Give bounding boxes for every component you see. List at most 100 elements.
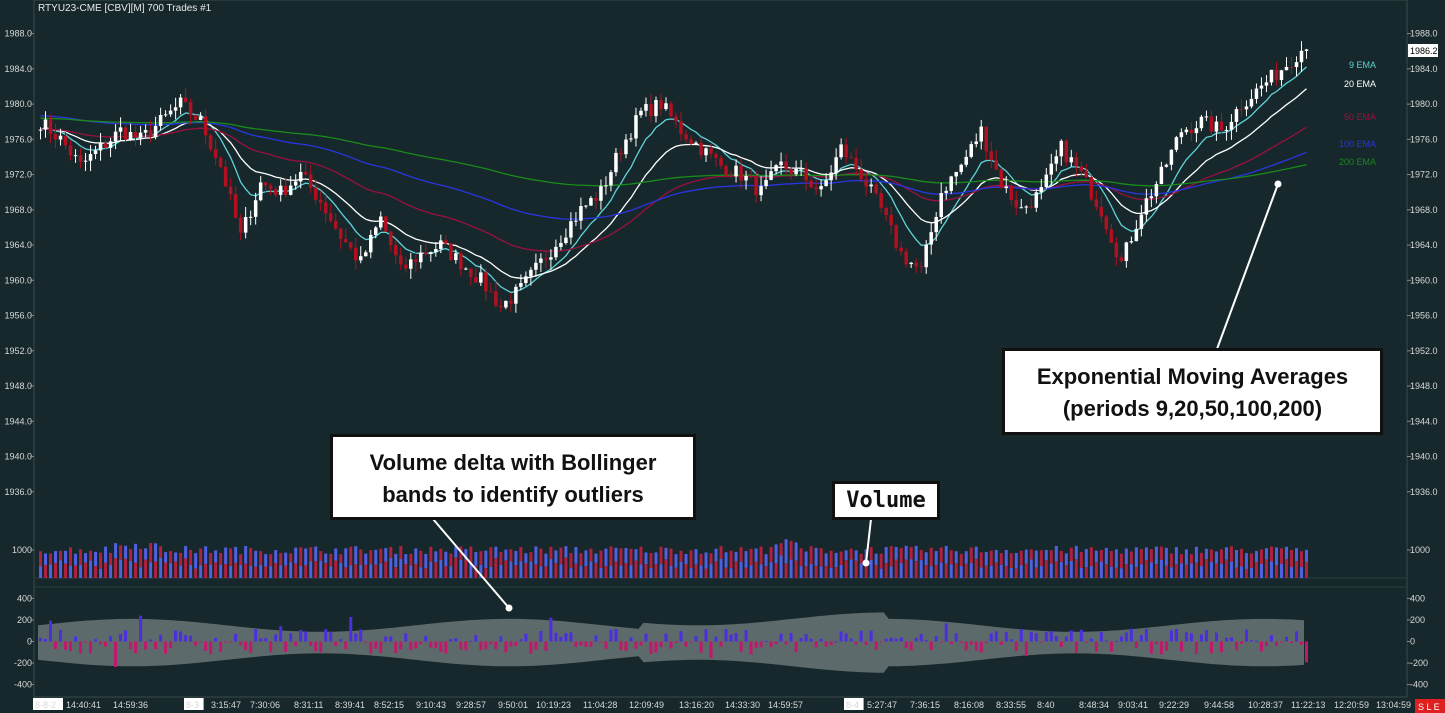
candle-body — [594, 198, 598, 201]
2-tick-right: 0 — [1410, 637, 1415, 647]
volume-bar — [809, 546, 813, 565]
delta-callout-text: Volume delta with Bollinger bands to ide… — [369, 450, 657, 507]
x-tick-label: 9:44:58 — [1204, 700, 1234, 710]
volume-bar — [859, 563, 863, 578]
volume-bar — [674, 554, 678, 568]
volume-bar — [954, 551, 958, 564]
volume-bar — [674, 567, 678, 578]
volume-bar — [829, 550, 833, 568]
volume-bar — [819, 548, 823, 567]
candle-body — [1079, 166, 1084, 172]
delta-bar — [1079, 629, 1083, 642]
volume-bar — [944, 545, 948, 564]
0-tick-right: 1960.0 — [1410, 275, 1438, 285]
volume-bar — [754, 548, 758, 562]
volume-bar — [354, 546, 358, 565]
volume-bar — [1094, 562, 1098, 578]
volume-bar — [1174, 547, 1178, 565]
volume-bar — [944, 563, 948, 578]
volume-bar — [934, 564, 938, 578]
volume-bar — [274, 563, 278, 578]
candle-body — [173, 107, 178, 111]
delta-bar — [454, 638, 458, 642]
volume-bar — [44, 553, 48, 566]
volume-bar — [334, 560, 338, 578]
candle-body — [1174, 137, 1179, 150]
candle-body — [288, 185, 293, 195]
candle-body — [1004, 186, 1009, 189]
volume-callout-text: Volume — [846, 488, 926, 513]
volume-bar — [1164, 565, 1168, 578]
candle-body — [539, 258, 543, 263]
status-badge[interactable]: S L E — [1415, 699, 1445, 713]
candle-body — [118, 127, 123, 132]
candle-body — [494, 291, 498, 306]
delta-bar — [1224, 637, 1228, 642]
delta-bar — [354, 633, 358, 642]
volume-bar — [389, 546, 393, 558]
candle-body — [399, 255, 403, 265]
2-tick-left: -400 — [14, 680, 32, 690]
candle-body — [273, 189, 278, 195]
0-tick-right: 1964.0 — [1410, 240, 1438, 250]
volume-bar — [934, 551, 938, 565]
volume-bar — [169, 551, 173, 564]
delta-bar — [874, 641, 878, 650]
delta-bar — [949, 641, 953, 645]
x-tick-label: 14:59:36 — [113, 700, 148, 710]
candle-body — [78, 155, 83, 162]
candle-body — [969, 144, 973, 157]
delta-bar — [1044, 632, 1048, 642]
candle-body — [654, 99, 658, 117]
volume-bar — [89, 560, 93, 578]
volume-bar — [234, 546, 238, 563]
volume-bar — [354, 564, 358, 578]
candle-body — [719, 157, 723, 166]
volume-bar — [129, 549, 133, 562]
volume-bar — [179, 565, 183, 578]
candle-body — [569, 221, 573, 238]
volume-bar — [1269, 561, 1273, 578]
volume-bar — [1194, 546, 1198, 563]
delta-bar — [329, 631, 333, 642]
candle-body — [1059, 140, 1064, 157]
volume-bar — [359, 564, 363, 578]
delta-bar — [999, 641, 1003, 645]
delta-bar — [59, 629, 63, 642]
volume-bar — [1019, 550, 1023, 566]
candle-body — [1219, 121, 1224, 131]
volume-bar — [884, 547, 888, 563]
volume-bar — [1009, 553, 1013, 569]
delta-bar — [504, 641, 508, 653]
volume-bar — [609, 546, 613, 566]
0-tick-left: 1968.0 — [4, 205, 32, 215]
volume-bar — [694, 549, 698, 565]
x-tick-label: 8-4 — [846, 700, 859, 710]
delta-bar — [444, 641, 448, 654]
volume-bar — [979, 567, 983, 578]
volume-bar — [269, 566, 273, 578]
x-tick-label: 5:27:47 — [867, 700, 897, 710]
volume-bar — [544, 566, 548, 578]
delta-bar — [524, 633, 528, 642]
candle-body — [278, 185, 283, 195]
delta-bar — [634, 641, 638, 649]
volume-bar — [639, 564, 643, 578]
ema-100-line — [40, 115, 1307, 220]
volume-bar — [589, 561, 593, 578]
ema-50-line — [40, 126, 1307, 252]
volume-bar — [1239, 548, 1243, 567]
volume-bar — [1264, 548, 1268, 560]
volume-bar — [1284, 546, 1288, 559]
volume-bar — [764, 554, 768, 567]
0-tick-left: 1940.0 — [4, 452, 32, 462]
candle-body — [619, 152, 623, 155]
candle-body — [624, 139, 628, 155]
delta-bar — [579, 641, 583, 646]
2-tick-left: -200 — [14, 658, 32, 668]
candle-body — [1014, 199, 1019, 208]
candle-body — [859, 169, 863, 180]
volume-bar — [1189, 563, 1193, 578]
ema-callout-periods: (periods 9,20,50,100,200) — [1062, 396, 1323, 421]
volume-bar — [929, 547, 933, 567]
